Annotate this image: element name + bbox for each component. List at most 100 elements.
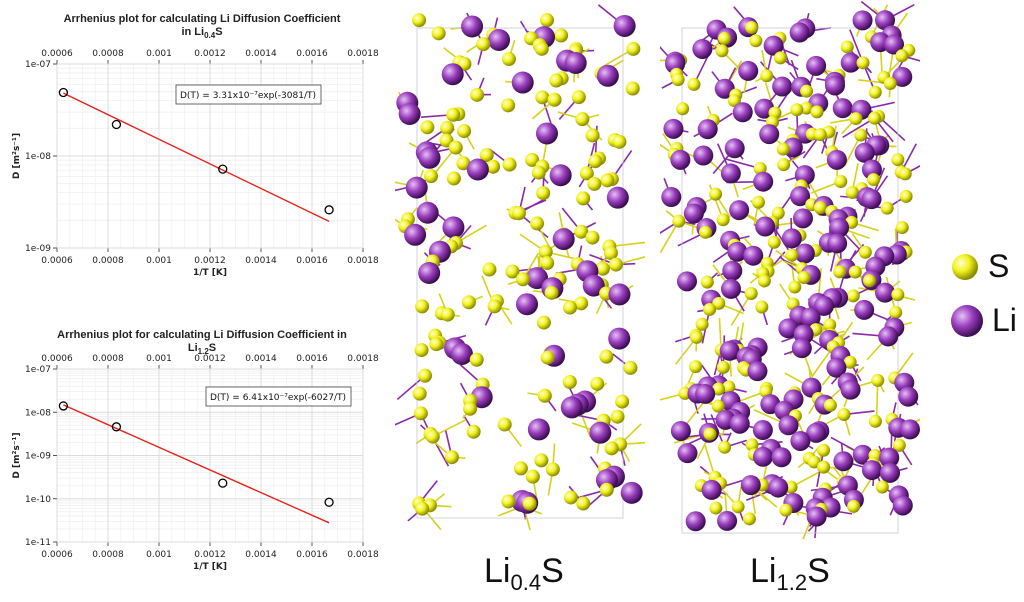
lithium-atom [516, 293, 538, 315]
sulfur-atom [424, 169, 438, 183]
lithium-atom [607, 187, 629, 209]
lithium-atom [747, 361, 767, 381]
sulfur-atom [482, 263, 496, 277]
sulfur-atom [899, 167, 912, 180]
sulfur-atom [703, 428, 716, 441]
sulfur-atom [626, 42, 640, 56]
sulfur-atom [718, 32, 731, 45]
sulfur-atom [587, 177, 601, 191]
sulfur-atom [717, 213, 730, 226]
lithium-atom [862, 460, 882, 480]
sulfur-atom [548, 93, 562, 107]
lithium-atom [677, 271, 697, 291]
x-tick-label: 0.0016 [296, 256, 328, 266]
sulfur-atom [847, 289, 860, 302]
lithium-atom [782, 228, 802, 248]
chart-svg: 0.00060.00060.00080.00080.0010.0010.0012… [0, 312, 400, 602]
sulfur-atom [689, 360, 702, 373]
sulfur-atom [869, 86, 882, 99]
sulfur-atom [467, 425, 481, 439]
lithium-atom [722, 261, 742, 281]
lithium-atom [661, 187, 681, 207]
x-tick-label-top: 0.0006 [41, 49, 73, 59]
sulfur-atom [501, 494, 515, 508]
sulfur-atom [699, 226, 712, 239]
legend-item-s: S [950, 248, 1009, 285]
x-tick-label-top: 0.0016 [296, 49, 328, 59]
sulfur-atom [432, 26, 446, 40]
sulfur-atom [841, 40, 854, 53]
sulfur-atom [849, 265, 862, 278]
lithium-atom [419, 147, 441, 169]
lithium-atom [565, 52, 587, 74]
sulfur-atom [871, 374, 884, 387]
lithium-atom [550, 164, 572, 186]
x-tick-label: 0.0016 [296, 550, 328, 560]
lithium-atom [772, 77, 792, 97]
sulfur-atom [549, 74, 563, 88]
lithium-atom [893, 495, 913, 515]
lithium-atom [702, 480, 722, 500]
sulfur-atom [732, 500, 745, 513]
sulfur-atom [538, 389, 552, 403]
sulfur-atom [502, 52, 516, 66]
sulfur-atom [449, 141, 463, 155]
lithium-atom [721, 279, 741, 299]
sulfur-atom [463, 402, 477, 416]
lithium-atom [790, 431, 810, 451]
sulfur-atom [516, 272, 530, 286]
x-tick-label-top: 0.0012 [194, 49, 226, 59]
caption-sub: 0.4 [510, 570, 541, 595]
sulfur-atom [817, 461, 830, 474]
sulfur-atom [535, 90, 549, 104]
x-tick-label-top: 0.0018 [347, 49, 379, 59]
sulfur-atom [413, 387, 427, 401]
lithium-atom [878, 326, 898, 346]
sulfur-atom [676, 102, 689, 115]
x-tick-label-top: 0.001 [146, 49, 172, 59]
lithium-atom [695, 384, 715, 404]
sulfur-atom [868, 112, 881, 125]
sulfur-atom [834, 175, 847, 188]
x-tick-label-top: 0.0014 [245, 354, 277, 364]
lithium-atom [741, 475, 761, 495]
sulfur-atom [849, 112, 862, 125]
sulfur-atom [540, 256, 554, 270]
sulfur-atom [687, 78, 700, 91]
lithium-atom [827, 233, 847, 253]
sulfur-atom [576, 497, 590, 511]
lithium-atom [692, 39, 712, 59]
sulfur-atom [817, 444, 830, 457]
atoms [396, 13, 642, 516]
sulfur-atom [575, 112, 589, 126]
sulfur-atom [530, 216, 544, 230]
sulfur-atom [881, 202, 894, 215]
sulfur-atom [563, 301, 577, 315]
lithium-atom [790, 23, 810, 43]
lithium-atom [671, 421, 691, 441]
sulfur-atom [572, 90, 586, 104]
sulfur-atom [447, 171, 461, 185]
sulfur-atom [611, 410, 625, 424]
lithium-atom [898, 387, 918, 407]
x-tick-label: 0.0018 [347, 550, 379, 560]
caption-formula: Li [484, 552, 510, 590]
lithium-atom [825, 75, 845, 95]
lithium-atom [512, 72, 534, 94]
sulfur-atom [418, 369, 432, 383]
lithium-atom [900, 419, 920, 439]
sulfur-atom [846, 186, 859, 199]
sulfur-atom [696, 318, 709, 331]
x-tick-label: 0.0008 [92, 550, 124, 560]
x-tick-label-top: 0.0008 [92, 49, 124, 59]
sulfur-atom [546, 462, 560, 476]
arrhenius-plot-li04s: Arrhenius plot for calculating Li Diffus… [0, 0, 400, 290]
x-tick-label-top: 0.001 [146, 354, 172, 364]
y-tick-label: 1e-09 [25, 452, 51, 462]
sulfur-atom [534, 453, 548, 467]
sulfur-atom [760, 69, 773, 82]
sulfur-atom [672, 73, 685, 86]
y-axis-label: D [m²s⁻¹] [12, 432, 22, 478]
x-tick-label: 0.0006 [41, 550, 73, 560]
x-tick-label-top: 0.0008 [92, 354, 124, 364]
